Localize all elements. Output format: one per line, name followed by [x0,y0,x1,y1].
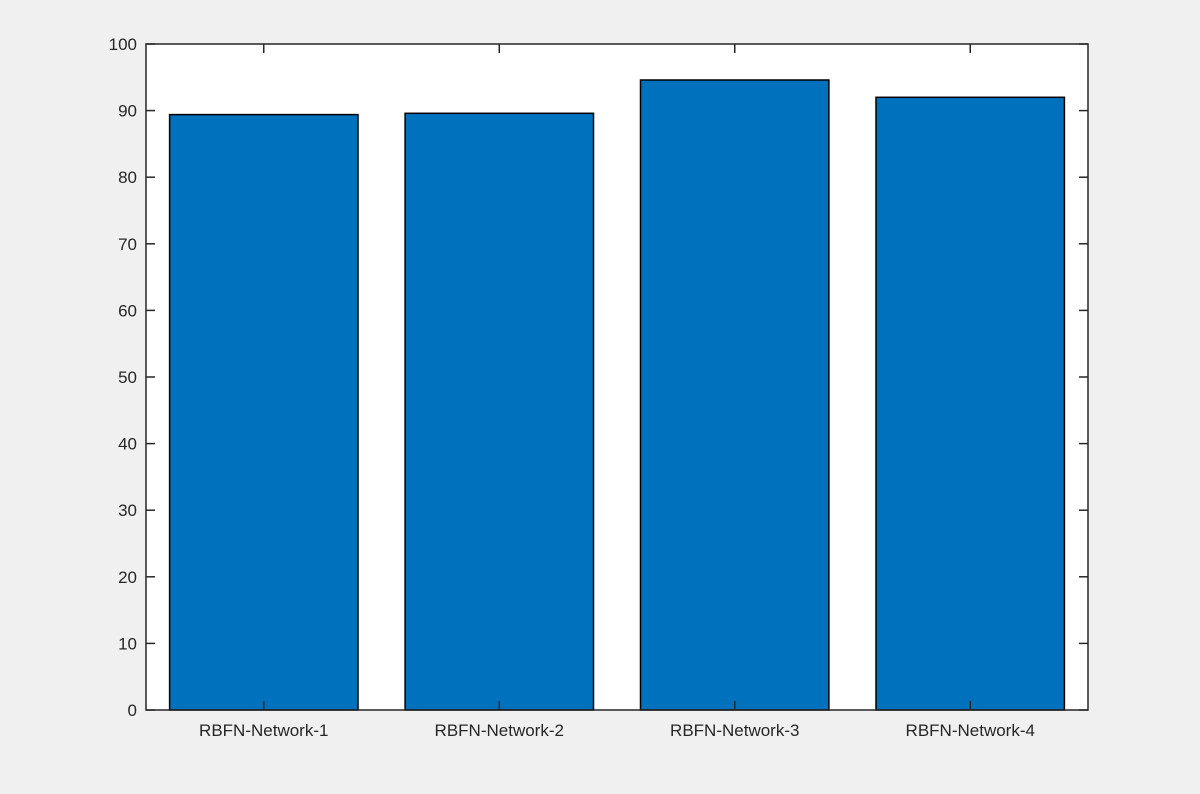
x-tick-labels: RBFN-Network-1 RBFN-Network-2 RBFN-Network… [199,721,1035,740]
y-tick-labels: 0 10 20 30 40 50 60 70 80 90 100 [109,35,137,720]
axes-box [145,43,1089,711]
x-tick-label: RBFN-Network-3 [670,721,799,740]
y-tick-label: 30 [118,501,137,520]
bar-1 [168,113,359,711]
y-tick-label: 0 [128,701,137,720]
bar-4 [875,96,1066,711]
y-tick-label: 100 [109,35,137,54]
x-tick-label: RBFN-Network-2 [435,721,564,740]
y-tick-label: 40 [118,435,137,454]
bar-2 [404,112,595,711]
y-tick-label: 70 [118,235,137,254]
y-tick-label: 10 [118,634,137,653]
bar-3 [639,79,830,711]
y-tick-label: 80 [118,168,137,187]
x-tick-label: RBFN-Network-1 [199,721,328,740]
x-tick-label: RBFN-Network-4 [906,721,1035,740]
y-tick-label: 20 [118,568,137,587]
bars-group [168,79,1066,711]
y-tick-label: 50 [118,368,137,387]
y-tick-label: 60 [118,301,137,320]
y-tick-label: 90 [118,102,137,121]
